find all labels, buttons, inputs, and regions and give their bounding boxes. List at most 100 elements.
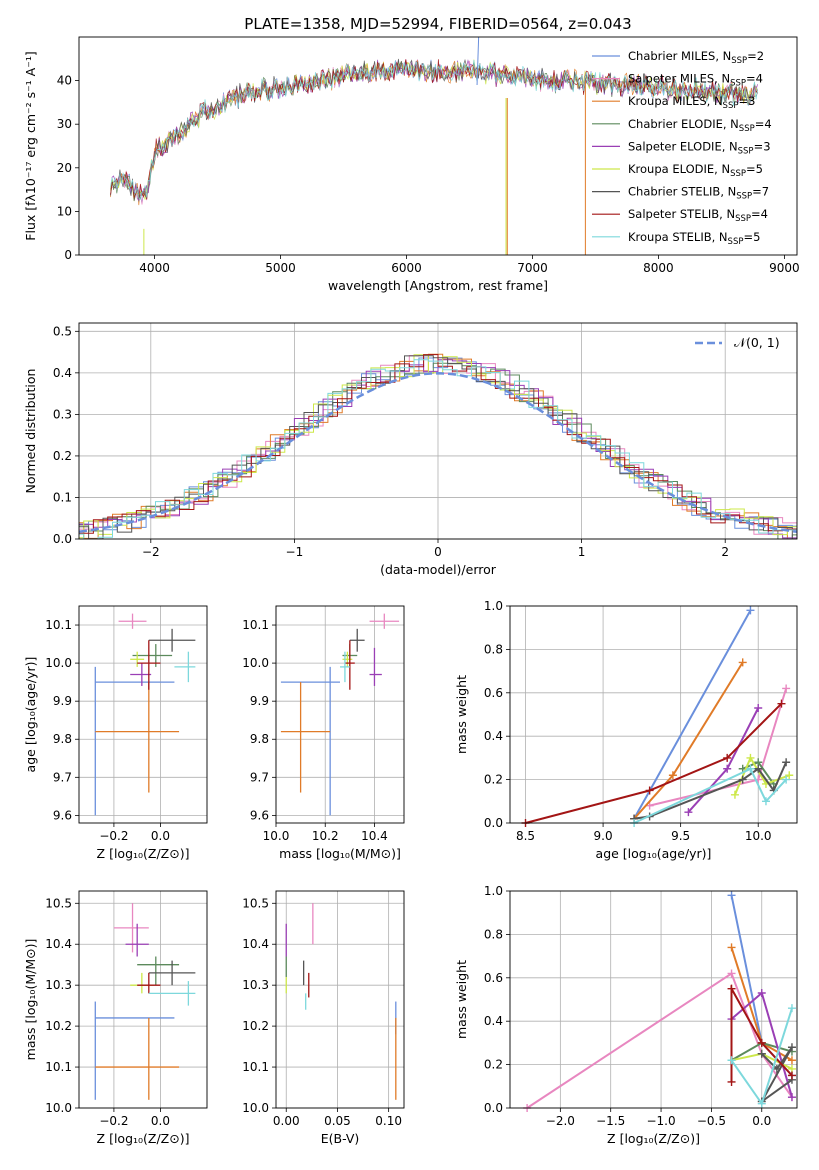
series-kroupa-stelib: [727, 1004, 796, 1108]
y-tick-label: 0.0: [53, 532, 72, 546]
errorbar-point-kroupa-stelib: [148, 981, 196, 1006]
errorbar-point-chabrier-miles: [94, 666, 175, 816]
errorbar-point-kroupa-elodie: [130, 651, 145, 667]
series-marker: [723, 753, 732, 762]
errorbar-point-chabrier-miles: [94, 1001, 175, 1100]
y-tick-label: 9.9: [53, 694, 72, 708]
y-tick-label: 0.4: [53, 366, 72, 380]
histogram-chabrier-stelib: [79, 355, 797, 539]
series-marker: [727, 1056, 736, 1065]
legend: Chabrier MILES, NSSP=2 Salpeter MILES, NS…: [592, 49, 772, 247]
y-tick-label: 0.3: [53, 407, 72, 421]
y-tick-label: 9.6: [250, 808, 269, 822]
x-tick-label: −1: [286, 545, 304, 559]
legend: 𝒩(0, 1): [695, 335, 780, 350]
histograms: [79, 353, 797, 539]
x-tick-label: 10.2: [312, 829, 339, 843]
x-tick-label: 9.0: [594, 829, 613, 843]
x-tick-label: −1.0: [646, 1114, 675, 1128]
series-marker: [738, 775, 747, 784]
y-tick-label: 0.4: [484, 1014, 503, 1028]
series-marker: [727, 984, 736, 993]
y-tick-label: 10.0: [45, 656, 72, 670]
series-marker: [787, 1043, 796, 1052]
y-tick-label: 0.6: [484, 686, 503, 700]
errorbar-point-kroupa-elodie: [130, 972, 154, 994]
x-tick-label: 6000: [391, 261, 422, 275]
y-tick-label: 10.0: [242, 1101, 269, 1115]
x-tick-label: 0.10: [375, 1114, 402, 1128]
x-tick-label: −0.2: [99, 829, 128, 843]
legend-label: Salpeter STELIB, NSSP=4: [628, 207, 768, 224]
errorbar-point-kroupa-miles: [95, 1017, 180, 1100]
errorbar-point-kroupa-stelib: [340, 651, 350, 683]
x-axis-label: Z [log₁₀(Z/Z⊙)]: [607, 1131, 700, 1146]
x-axis-label: Z [log₁₀(Z/Z⊙)]: [97, 1131, 190, 1146]
y-tick-label: 10.5: [45, 896, 72, 910]
legend-value: =4: [755, 117, 772, 131]
axes-frame: [509, 890, 798, 1109]
x-axis-label: (data-model)/error: [380, 562, 497, 577]
series-marker: [727, 1077, 736, 1086]
legend-label: Chabrier ELODIE, NSSP=4: [628, 117, 772, 134]
y-tick-label: 0.6: [484, 971, 503, 985]
y-axis-label: Flux [fλ10⁻¹⁷ erg cm⁻² s⁻¹ A⁻¹]: [23, 51, 38, 240]
y-axis-label: mass [log₁₀(M/M⊙)]: [23, 939, 38, 1061]
spectrum-lines: [110, 37, 758, 255]
y-tick-label: 9.6: [53, 808, 72, 822]
x-tick-label: 8000: [643, 261, 674, 275]
x-tick-label: 10.0: [745, 829, 772, 843]
axes-frame: [78, 322, 798, 540]
series-marker: [777, 699, 786, 708]
legend-value: =4: [751, 207, 768, 221]
x-tick-label: 1: [578, 545, 586, 559]
series-marker: [746, 606, 755, 615]
panel-age-vs-mass: 10.0 10.2 10.4 9.6 9.7 9.8 9.9 10.0 10.1 mass [lo…: [242, 605, 405, 861]
panel-massweight-vs-Z: −2.0 −1.5 −1.0 −0.5 0.0 0.0 0.2 0.4 0.6 0.8 1.0 Z […: [454, 884, 798, 1146]
errorbar-point-chabrier-stelib: [148, 628, 196, 652]
axes-frame: [275, 890, 405, 1109]
y-tick-label: 10.3: [45, 978, 72, 992]
legend-subscript: SSP: [730, 79, 746, 89]
x-tick-label: 9.5: [671, 829, 690, 843]
histogram-salpeter-stelib: [79, 354, 797, 534]
y-tick-label: 9.7: [250, 770, 269, 784]
series-marker: [746, 764, 755, 773]
y-tick-label: 10.3: [242, 978, 269, 992]
panel-mass-vs-Z: −0.2 0.0 10.0 10.1 10.2 10.3 10.4 10.5 Z [log₁₀(…: [23, 890, 208, 1146]
series-marker: [782, 775, 791, 784]
legend-label: Kroupa STELIB, NSSP=5: [628, 230, 760, 247]
series-marker: [684, 808, 693, 817]
legend-value: =7: [752, 185, 769, 199]
legend-subscript: SSP: [728, 237, 744, 247]
panel-massweight-vs-age: 8.5 9.0 9.5 10.0 0.0 0.2 0.4 0.6 0.8 1.0 age [log₁…: [454, 599, 798, 861]
errorbar-point-salpeter-miles: [369, 613, 400, 629]
legend-subscript: SSP: [723, 101, 739, 111]
y-tick-label: 9.9: [250, 694, 269, 708]
x-tick-label: −2: [142, 545, 160, 559]
y-tick-label: 0.8: [484, 642, 503, 656]
y-tick-label: 0.1: [53, 490, 72, 504]
y-tick-label: 0: [64, 248, 72, 262]
legend-label: Salpeter ELODIE, NSSP=3: [628, 139, 771, 156]
series-marker: [787, 1093, 796, 1102]
plot-area: [285, 903, 397, 1100]
x-tick-label: 0.05: [324, 1114, 351, 1128]
series-marker: [746, 753, 755, 762]
series-marker: [757, 1049, 766, 1058]
series-salpeter-miles: [523, 969, 796, 1112]
series-marker: [754, 703, 763, 712]
legend-subscript: SSP: [738, 146, 754, 156]
series-marker: [785, 771, 794, 780]
y-tick-label: 10.4: [242, 937, 269, 951]
y-tick-label: 0.4: [484, 729, 503, 743]
series-line: [525, 702, 783, 824]
x-tick-label: −0.2: [99, 1114, 128, 1128]
errorbar-point-chabrier-elodie: [137, 956, 180, 986]
histogram-kroupa-stelib: [79, 359, 797, 539]
spectrum-line-kroupa-stelib: [110, 59, 758, 201]
series-marker: [787, 1056, 796, 1065]
errorbar-point-salpeter-miles: [113, 903, 149, 953]
y-tick-label: 10.0: [45, 1101, 72, 1115]
histogram-kroupa-miles: [79, 353, 797, 539]
